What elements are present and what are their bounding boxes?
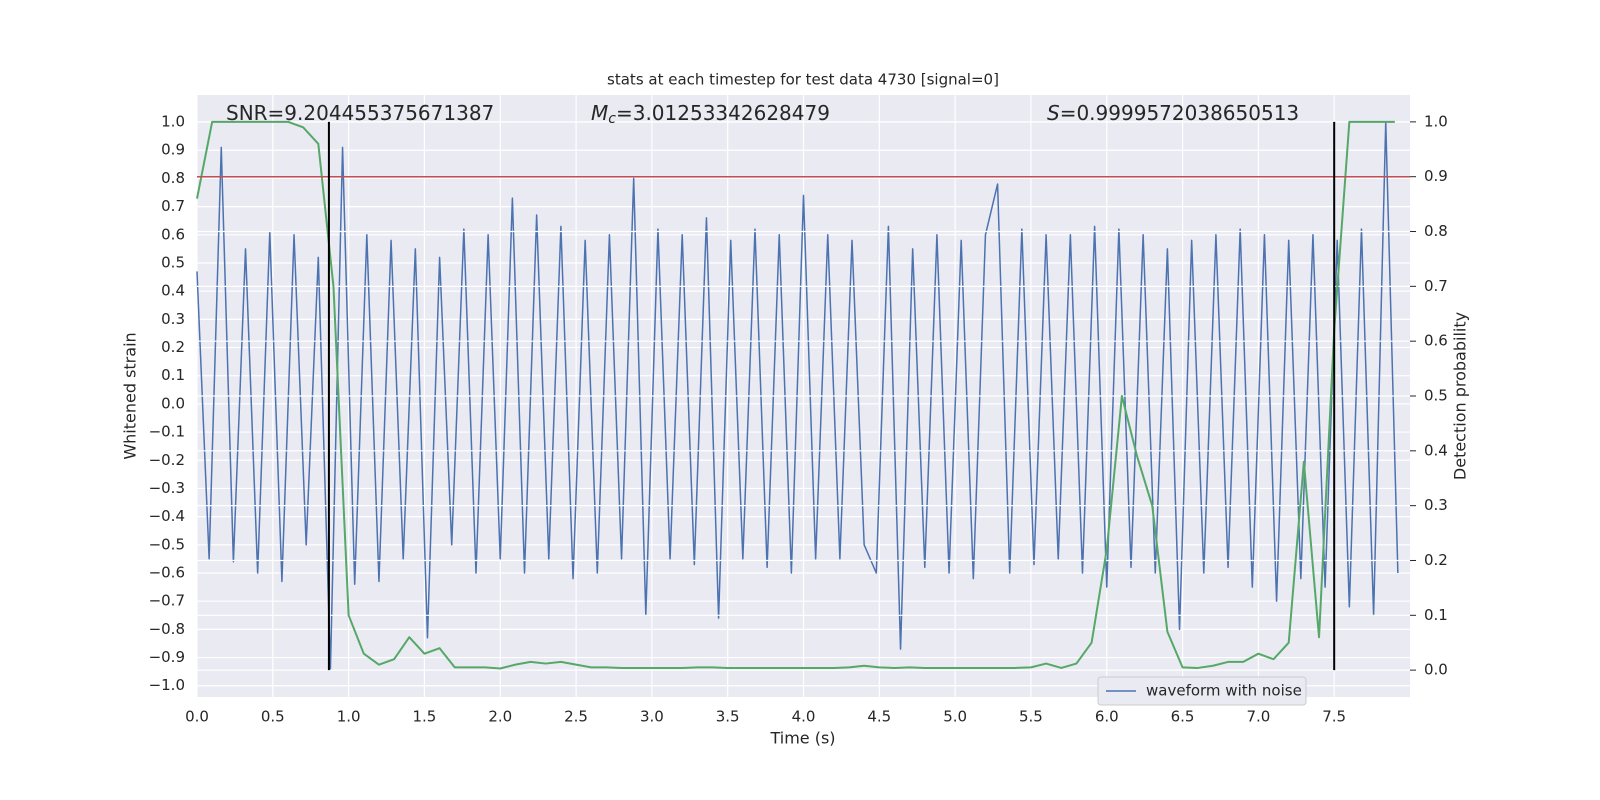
- x-tick-label: 0.0: [185, 708, 209, 726]
- y2-axis-label: Detection probability: [1451, 312, 1470, 480]
- series-line: [196, 120, 1395, 670]
- y2-tick-label: 0.9: [1424, 167, 1448, 185]
- series-line: [196, 121, 1399, 670]
- annotation-symbol: S: [1047, 101, 1060, 125]
- y2-tick-label: 0.5: [1424, 387, 1448, 405]
- y-tick-label: −0.3: [149, 479, 185, 497]
- y2-tick-label: 1.0: [1424, 112, 1448, 130]
- y-tick-label: 0.2: [161, 338, 185, 356]
- x-tick-label: 3.0: [640, 708, 664, 726]
- y-tick-label: −0.5: [149, 535, 185, 553]
- x-tick-label: 2.0: [488, 708, 512, 726]
- x-tick-label: 6.5: [1171, 708, 1195, 726]
- annotation: Mc=3.01253342628479: [591, 101, 830, 128]
- y-tick-label: 0.6: [161, 225, 185, 243]
- y2-tick-label: 0.0: [1424, 661, 1448, 679]
- annotation: SNR=9.204455375671387: [226, 101, 494, 125]
- y2-tick-label: 0.6: [1424, 332, 1448, 350]
- y-tick-label: −0.7: [149, 592, 185, 610]
- x-tick-label: 1.0: [337, 708, 361, 726]
- legend-box: [1097, 676, 1307, 706]
- y-tick-label: 0.0: [161, 394, 185, 412]
- y-tick-label: 0.3: [161, 310, 185, 328]
- x-tick-label: 7.5: [1322, 708, 1346, 726]
- y-tick-label: −0.2: [149, 451, 185, 469]
- y2-tick-label: 0.7: [1424, 277, 1448, 295]
- y2-tick-label: 0.2: [1424, 551, 1448, 569]
- x-tick-label: 4.0: [792, 708, 816, 726]
- annotation-symbol: M: [591, 101, 608, 125]
- x-tick-label: 5.5: [1019, 708, 1043, 726]
- y-tick-label: −1.0: [149, 676, 185, 694]
- y-tick-label: −0.8: [149, 620, 185, 638]
- x-tick-label: 2.5: [564, 708, 588, 726]
- annotation: S=0.9999572038650513: [1047, 101, 1299, 125]
- x-tick-label: 0.5: [261, 708, 285, 726]
- annotation-text: =0.9999572038650513: [1060, 101, 1299, 125]
- y-tick-label: −0.4: [149, 507, 185, 525]
- y-tick-label: −0.6: [149, 563, 185, 581]
- x-tick-label: 3.5: [716, 708, 740, 726]
- y-tick-label: 0.4: [161, 282, 185, 300]
- y2-tick-label: 0.1: [1424, 606, 1448, 624]
- y-tick-label: 0.5: [161, 253, 185, 271]
- annotation-text: =3.01253342628479: [616, 101, 830, 125]
- y2-tick-label: 0.3: [1424, 496, 1448, 514]
- annotation-text: SNR=9.204455375671387: [226, 101, 494, 125]
- x-tick-label: 7.0: [1246, 708, 1270, 726]
- y-tick-label: 0.8: [161, 169, 185, 187]
- x-tick-label: 6.0: [1095, 708, 1119, 726]
- y-tick-label: −0.9: [149, 648, 185, 666]
- x-axis-label: Time (s): [769, 729, 835, 748]
- y-tick-label: 0.7: [161, 197, 185, 215]
- y-axis-label: Whitened strain: [121, 332, 140, 459]
- x-tick-label: 4.5: [867, 708, 891, 726]
- y-tick-label: 0.9: [161, 141, 185, 159]
- chart-title: stats at each timestep for test data 473…: [607, 71, 999, 89]
- y-tick-label: −0.1: [149, 423, 185, 441]
- x-tick-label: 5.0: [943, 708, 967, 726]
- x-tick-label: 1.5: [413, 708, 437, 726]
- y2-tick-label: 0.8: [1424, 222, 1448, 240]
- y-tick-label: 0.1: [161, 366, 185, 384]
- annotation-subscript: c: [608, 111, 616, 127]
- legend-label: waveform with noise: [1146, 682, 1302, 700]
- y2-tick-label: 0.4: [1424, 441, 1448, 459]
- y-tick-label: 1.0: [161, 113, 185, 131]
